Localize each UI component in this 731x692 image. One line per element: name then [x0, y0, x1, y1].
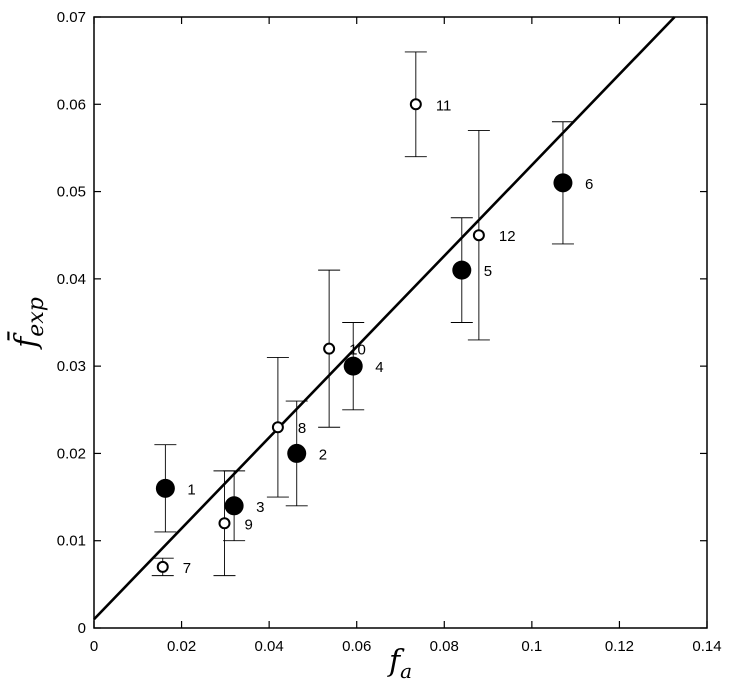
- x-tick-label: 0.02: [167, 638, 196, 655]
- fit-line: [93, 16, 676, 621]
- y-axis-title-sub: exp: [24, 297, 49, 337]
- data-point-11: [409, 98, 422, 111]
- point-label-4: 4: [375, 359, 383, 376]
- data-point-2: [287, 443, 307, 463]
- point-label-6: 6: [585, 176, 593, 193]
- data-point-6: [553, 173, 573, 193]
- point-label-8: 8: [298, 420, 306, 437]
- y-tick-label: 0.03: [57, 358, 86, 375]
- point-label-11: 11: [436, 97, 452, 114]
- data-point-1: [155, 478, 175, 498]
- x-tick-label: 0.06: [342, 638, 371, 655]
- error-bars-group: [151, 51, 574, 577]
- x-tick-label: 0.04: [255, 638, 284, 655]
- y-tick-label: 0.05: [57, 184, 86, 201]
- point-label-10: 10: [349, 342, 366, 359]
- y-tick-label: 0: [78, 620, 86, 637]
- point-label-1: 1: [187, 481, 195, 498]
- y-tick-label: 0.07: [57, 9, 86, 26]
- point-label-3: 3: [256, 499, 264, 516]
- data-point-9: [218, 517, 231, 530]
- data-point-12: [472, 229, 485, 242]
- x-tick-label: 0.14: [692, 638, 721, 655]
- data-point-8: [271, 421, 284, 434]
- data-points-group: [155, 98, 573, 573]
- data-point-5: [452, 260, 472, 280]
- x-axis-title-sub: a: [400, 659, 412, 683]
- y-tick-label: 0.04: [57, 271, 86, 288]
- x-axis-title: fa: [387, 644, 412, 683]
- point-label-2: 2: [319, 446, 327, 463]
- x-tick-label: 0.1: [521, 638, 542, 655]
- x-tick-label: 0: [90, 638, 98, 655]
- y-axis-ticks: 0 0.01 0.02 0.03 0.04 0.05 0.06 0.07: [57, 9, 707, 637]
- plot-area-frame: [93, 16, 708, 629]
- data-point-7: [156, 560, 169, 573]
- y-tick-label: 0.01: [57, 533, 86, 550]
- point-label-12: 12: [499, 228, 516, 245]
- point-label-9: 9: [244, 516, 252, 533]
- x-tick-label: 0.12: [605, 638, 634, 655]
- point-label-5: 5: [484, 263, 492, 280]
- data-point-10: [323, 342, 336, 355]
- data-point-3: [224, 496, 244, 516]
- y-tick-label: 0.02: [57, 445, 86, 462]
- point-label-7: 7: [183, 560, 191, 577]
- y-axis-title: f̄exp: [6, 297, 49, 350]
- y-tick-label: 0.06: [57, 96, 86, 113]
- x-tick-label: 0.08: [430, 638, 459, 655]
- data-point-4: [343, 356, 363, 376]
- x-axis-ticks: 0 0.02 0.04 0.06 0.08 0.1 0.12 0.14: [90, 17, 722, 655]
